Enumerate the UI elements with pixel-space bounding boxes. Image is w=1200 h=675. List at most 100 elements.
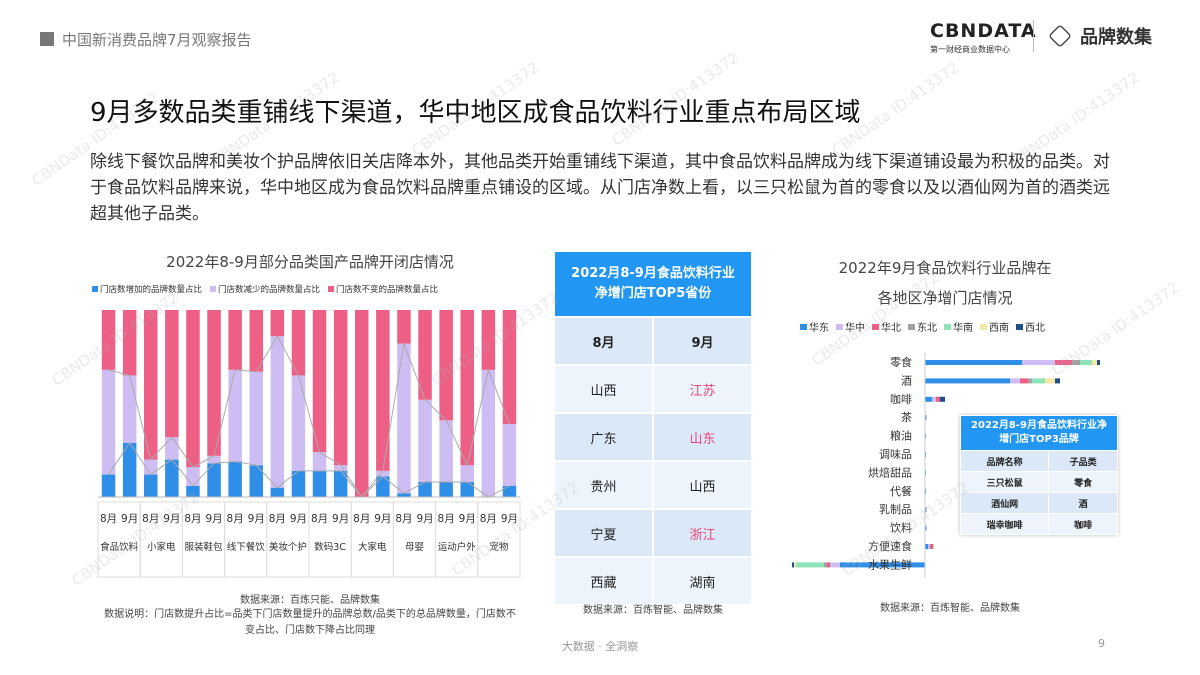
logo2: 品牌数集 (1080, 27, 1152, 48)
x-tick-label: 9月 (248, 513, 265, 525)
x-tick-label: 8月 (438, 513, 455, 525)
chart1: 门店数增加的品牌数量占比 门店数减少的品牌数量占比 门店数不变的品牌数量占比 8月 9月… (92, 284, 521, 578)
legend-swatch (908, 324, 915, 330)
legend-swatch (836, 324, 843, 330)
bar-segment (460, 310, 475, 466)
y-tick-label: 茶 (901, 411, 912, 424)
inset-title-row: 2022月8-9月食品饮料行业净增门店TOP3品牌 (960, 415, 1118, 451)
bar-segment (1020, 378, 1028, 384)
bar-segment (1092, 360, 1097, 365)
bar-segment (249, 310, 264, 372)
bar-segment (481, 310, 496, 370)
group-label: 母婴 (405, 542, 424, 553)
footer: 大数据 · 全洞察 (561, 640, 639, 653)
legend-label: 门店数增加的品牌数量占比 (100, 284, 202, 295)
chart2: 华东 华中 华北 东北 华南 西南 西北零食酒咖啡茶粮油调味品烘焙甜品代餐乳制品饮料方便速食… (792, 321, 1100, 578)
bar-segment (418, 310, 432, 400)
connector-line (108, 441, 510, 498)
table-row: 西藏 湖南 (553, 556, 754, 606)
chart1-source: 数据来源：百炼只能、品牌数集 (240, 595, 380, 606)
table-title-row: 2022月8-9月食品饮料行业净增门店TOP5省份 (553, 250, 753, 318)
bar-segment (933, 544, 934, 549)
legend-swatch (872, 324, 879, 330)
x-tick-label: 8月 (227, 513, 244, 525)
brand-table: 2022月8-9月食品饮料行业净增门店TOP3品牌 品牌名称 子品类 三只松鼠 零食 酒仙… (959, 415, 1118, 535)
slide-title: 9月多数品类重铺线下渠道，华中地区成食品饮料行业重点布局区域 (90, 98, 861, 128)
legend-label: 华南 (953, 321, 973, 334)
bar-segment (397, 310, 411, 344)
inset-cell: 瑞幸咖啡 (959, 513, 1050, 535)
bar-segment (354, 310, 369, 497)
inset-header-row: 品牌名称 子品类 (959, 450, 1118, 472)
table-row: 山西 江苏 (553, 364, 754, 414)
x-tick-label: 9月 (121, 513, 138, 525)
bar-segment (827, 562, 830, 568)
bar-segment (186, 467, 200, 486)
x-tick-label: 9月 (332, 513, 349, 525)
bar-segment (207, 455, 221, 464)
bar-segment (186, 485, 200, 497)
group-label: 宠物 (489, 541, 509, 553)
legend-swatch (92, 286, 98, 292)
table-cell: 山西 (651, 460, 754, 510)
bar-segment (397, 343, 411, 494)
bar-segment (1055, 360, 1072, 365)
x-tick-label: 9月 (290, 513, 307, 525)
table-title: 2022月8-9月食品饮料行业净增门店TOP5省份 (553, 250, 753, 318)
bar-segment (418, 482, 432, 497)
bar-segment (824, 562, 827, 568)
bar-segment (926, 507, 927, 513)
inset-cell: 酒仙网 (959, 492, 1050, 514)
bar-segment (186, 310, 200, 468)
bar-segment (439, 310, 453, 421)
group-label: 服装鞋包 (184, 541, 223, 553)
y-tick-label: 咖啡 (890, 392, 912, 406)
bar-segment (228, 461, 242, 497)
x-tick-label: 8月 (100, 513, 117, 525)
page-number: 9 (1098, 637, 1105, 650)
column-header: 8月 (553, 316, 654, 366)
bar-segment (397, 493, 411, 497)
legend-swatch (800, 324, 807, 330)
province-table: 2022月8-9月食品饮料行业净增门店TOP5省份 8月 9月 山西 江苏 广东 山东 贵州山… (553, 250, 754, 606)
bar-segment (1010, 378, 1020, 384)
x-tick-label: 9月 (205, 513, 222, 525)
bar-segment (270, 310, 285, 337)
y-tick-label: 方便速食 (868, 539, 912, 553)
table-cell: 湖南 (651, 556, 754, 606)
bar-segment (925, 544, 928, 549)
x-tick-label: 9月 (501, 513, 518, 525)
inset-cell: 咖啡 (1048, 513, 1118, 535)
bar-segment (101, 369, 116, 475)
inset-cell: 零食 (1048, 471, 1118, 493)
bar-segment (101, 310, 116, 370)
legend-label: 华东 (809, 321, 829, 334)
bar-segment (376, 310, 390, 471)
bar-segment (122, 442, 137, 497)
table-cell: 浙江 (651, 508, 754, 558)
bar-segment (165, 459, 179, 497)
bar-segment (228, 369, 242, 462)
inset-row: 瑞幸咖啡 咖啡 (959, 513, 1118, 535)
bar-segment (1055, 378, 1060, 384)
bar-segment (249, 371, 264, 466)
bar-segment (143, 474, 158, 497)
x-tick-label: 9月 (416, 513, 433, 525)
bar-segment (270, 336, 285, 488)
bar-segment (792, 562, 794, 568)
table-row: 贵州 山西 (553, 460, 754, 510)
inset-cell: 三只松鼠 (959, 471, 1050, 493)
bar-segment (270, 487, 285, 497)
y-tick-label: 零食 (890, 355, 912, 369)
y-tick-label: 烘焙甜品 (868, 465, 912, 479)
bar-segment (207, 310, 221, 456)
table-cell: 宁夏 (553, 508, 654, 558)
table-row: 宁夏 浙江 (553, 508, 754, 558)
bar-segment (1028, 378, 1032, 384)
x-tick-label: 9月 (163, 513, 180, 525)
bar-segment (940, 396, 945, 402)
bar-segment (333, 470, 348, 497)
chart1-title: 2022年8-9月部分品类国产品牌开闭店情况 (166, 253, 454, 271)
bar-segment (376, 470, 390, 477)
y-tick-label: 酒 (901, 374, 912, 387)
